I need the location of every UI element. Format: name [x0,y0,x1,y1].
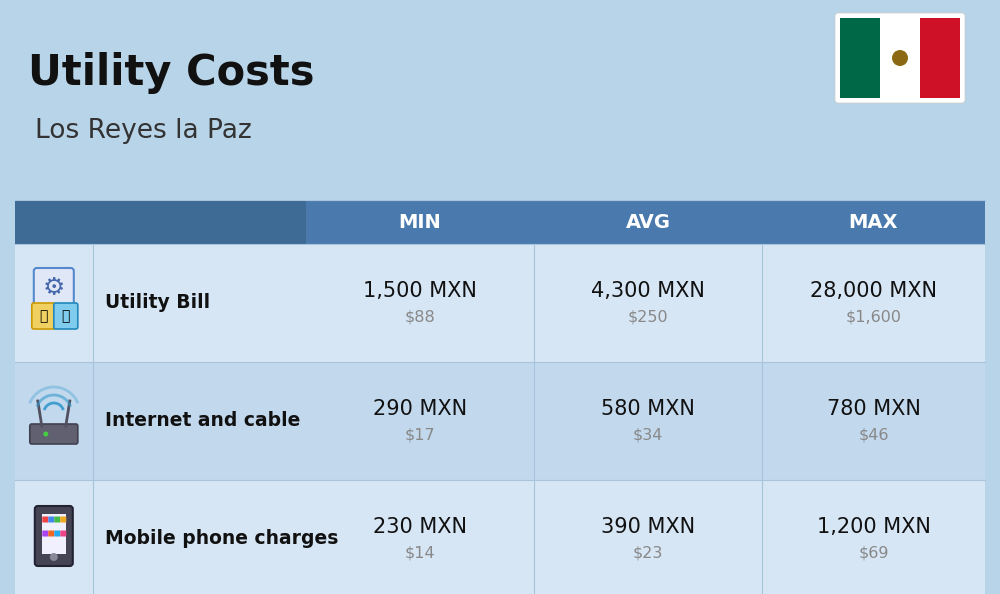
FancyBboxPatch shape [60,530,66,536]
Text: $1,600: $1,600 [845,309,901,324]
Text: Utility Bill: Utility Bill [105,293,210,312]
FancyBboxPatch shape [42,517,48,523]
Text: Utility Costs: Utility Costs [28,52,314,94]
FancyBboxPatch shape [30,424,78,444]
Text: 580 MXN: 580 MXN [601,399,695,419]
Text: Los Reyes la Paz: Los Reyes la Paz [35,118,252,144]
FancyBboxPatch shape [34,268,74,308]
Polygon shape [880,18,920,98]
Circle shape [50,553,58,561]
Circle shape [43,431,48,437]
Text: 230 MXN: 230 MXN [373,517,467,537]
FancyBboxPatch shape [60,517,66,523]
Text: $23: $23 [633,545,663,561]
Text: 1,200 MXN: 1,200 MXN [817,517,930,537]
Text: MAX: MAX [849,213,898,232]
Text: 390 MXN: 390 MXN [601,517,695,537]
Text: Internet and cable: Internet and cable [105,412,300,431]
Text: 780 MXN: 780 MXN [827,399,920,419]
FancyBboxPatch shape [835,13,965,103]
Text: AVG: AVG [625,213,670,232]
FancyBboxPatch shape [54,517,60,523]
Text: 28,000 MXN: 28,000 MXN [810,281,937,301]
Text: 🔌: 🔌 [40,309,48,323]
FancyBboxPatch shape [32,303,56,329]
Polygon shape [840,18,880,98]
Text: 1,500 MXN: 1,500 MXN [363,281,477,301]
Text: 💧: 💧 [62,309,70,323]
FancyBboxPatch shape [48,517,54,523]
Text: 4,300 MXN: 4,300 MXN [591,281,705,301]
Text: $46: $46 [858,428,889,443]
FancyBboxPatch shape [35,506,73,566]
Circle shape [892,50,908,66]
Bar [15,362,985,480]
Text: $14: $14 [405,545,435,561]
Text: $250: $250 [628,309,668,324]
FancyBboxPatch shape [54,303,78,329]
Text: MIN: MIN [399,213,441,232]
Bar [15,200,306,244]
Text: $17: $17 [405,428,435,443]
FancyBboxPatch shape [42,514,66,554]
Bar [306,200,985,244]
Text: $69: $69 [858,545,889,561]
Polygon shape [920,18,960,98]
Bar [15,480,985,594]
Text: $34: $34 [633,428,663,443]
Text: Mobile phone charges: Mobile phone charges [105,529,338,548]
Bar [15,244,985,362]
Text: 290 MXN: 290 MXN [373,399,467,419]
Text: $88: $88 [405,309,435,324]
FancyBboxPatch shape [42,530,48,536]
Text: ⚙: ⚙ [43,276,65,300]
FancyBboxPatch shape [48,530,54,536]
FancyBboxPatch shape [54,530,60,536]
